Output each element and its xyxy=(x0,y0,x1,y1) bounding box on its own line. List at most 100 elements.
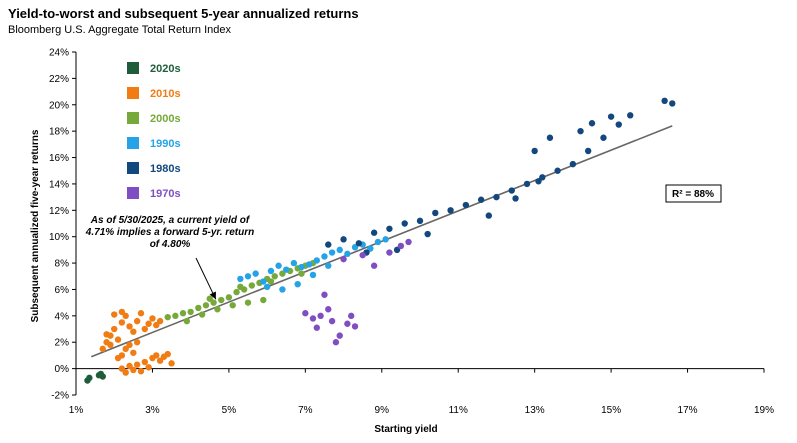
data-point xyxy=(397,242,405,250)
data-point xyxy=(267,267,275,275)
y-tick-label: 18% xyxy=(49,127,69,138)
data-point xyxy=(133,317,141,325)
data-point xyxy=(279,270,286,277)
data-point xyxy=(298,263,305,271)
data-point xyxy=(424,230,431,238)
data-point xyxy=(118,365,126,372)
data-point xyxy=(539,174,546,181)
x-tick-label: 17% xyxy=(678,405,698,416)
chart-title: Yield-to-worst and subsequent 5-year ann… xyxy=(8,6,359,21)
data-point xyxy=(416,217,424,225)
annotation-line-3: of 4.80% xyxy=(150,239,191,250)
data-point xyxy=(336,332,343,339)
annotation: As of 5/30/2025, a current yield of 4.71… xyxy=(85,215,254,300)
data-point xyxy=(233,288,240,296)
data-point xyxy=(493,193,500,201)
data-point xyxy=(225,294,233,301)
data-point xyxy=(313,324,320,331)
data-point xyxy=(118,308,126,316)
data-point xyxy=(325,306,332,313)
data-point xyxy=(214,306,221,313)
x-tick-label: 7% xyxy=(298,405,313,416)
data-point xyxy=(279,286,286,293)
series-1970s xyxy=(302,238,412,346)
data-point xyxy=(283,266,290,273)
data-point xyxy=(393,246,401,254)
data-point xyxy=(206,295,213,302)
data-point xyxy=(382,236,389,243)
y-tick-label: 8% xyxy=(55,259,70,270)
legend-label: 1990s xyxy=(150,138,181,150)
data-point xyxy=(569,160,577,168)
data-point xyxy=(168,360,175,367)
data-point xyxy=(133,339,141,346)
data-point xyxy=(600,134,607,141)
r-squared-border xyxy=(665,184,722,203)
x-axis-title: Starting yield xyxy=(374,424,437,435)
data-point xyxy=(661,97,668,105)
annotation-line-2: 4.71% implies a forward 5-yr. return xyxy=(85,227,254,238)
data-point xyxy=(244,273,252,280)
data-point xyxy=(141,325,148,333)
legend-swatch xyxy=(127,62,139,74)
data-point xyxy=(118,319,126,326)
data-point xyxy=(485,212,492,219)
data-point xyxy=(615,121,622,128)
data-point xyxy=(263,283,271,291)
annotation-line-1: As of 5/30/2025, a current yield of xyxy=(90,215,251,226)
data-point xyxy=(103,331,110,338)
data-point xyxy=(313,257,320,264)
y-tick-label: 22% xyxy=(49,74,69,85)
x-tick-label: 3% xyxy=(145,405,160,416)
data-point xyxy=(386,249,393,256)
y-tick-label: 4% xyxy=(55,311,70,322)
y-tick-label: 14% xyxy=(49,179,69,190)
data-point xyxy=(309,271,317,279)
data-point xyxy=(260,296,267,304)
y-axis-title: Subsequent annualized five-year returns xyxy=(30,129,41,322)
data-point xyxy=(164,313,171,321)
annotation-arrow xyxy=(195,257,217,300)
data-point xyxy=(122,369,129,376)
data-point xyxy=(137,310,145,317)
data-point xyxy=(114,336,122,343)
data-point xyxy=(359,251,366,259)
x-tick-label: 5% xyxy=(222,405,237,416)
data-point xyxy=(405,238,412,246)
r-squared-label: R² = 88% xyxy=(672,189,714,200)
data-point xyxy=(107,341,114,349)
data-point xyxy=(164,350,171,358)
data-point xyxy=(535,178,542,185)
data-point xyxy=(149,315,156,322)
y-tick-label: 16% xyxy=(49,153,69,164)
data-point xyxy=(130,328,137,335)
data-point xyxy=(145,320,152,327)
data-point xyxy=(355,240,363,247)
data-point xyxy=(153,352,160,359)
data-point xyxy=(340,236,347,243)
data-point xyxy=(260,278,267,285)
data-point xyxy=(156,357,164,364)
series-2000s xyxy=(164,259,317,325)
data-point xyxy=(344,250,351,258)
data-point xyxy=(508,187,515,194)
y-tick-label: 20% xyxy=(49,100,69,111)
chart-subtitle: Bloomberg U.S. Aggregate Total Return In… xyxy=(8,24,231,36)
data-point xyxy=(332,339,340,346)
legend-label: 1980s xyxy=(150,163,181,175)
legend-label: 2000s xyxy=(150,113,181,125)
data-point xyxy=(237,275,244,283)
series-1990s xyxy=(237,236,389,293)
x-tick-label: 13% xyxy=(525,405,545,416)
data-point xyxy=(130,366,137,374)
data-point xyxy=(237,283,244,291)
data-point xyxy=(447,207,454,214)
data-point xyxy=(114,354,122,362)
data-point xyxy=(172,312,179,320)
data-point xyxy=(348,312,355,320)
data-point xyxy=(328,249,336,256)
data-point xyxy=(133,361,141,368)
data-point xyxy=(588,120,596,127)
data-point xyxy=(351,323,359,330)
data-point xyxy=(305,261,313,268)
